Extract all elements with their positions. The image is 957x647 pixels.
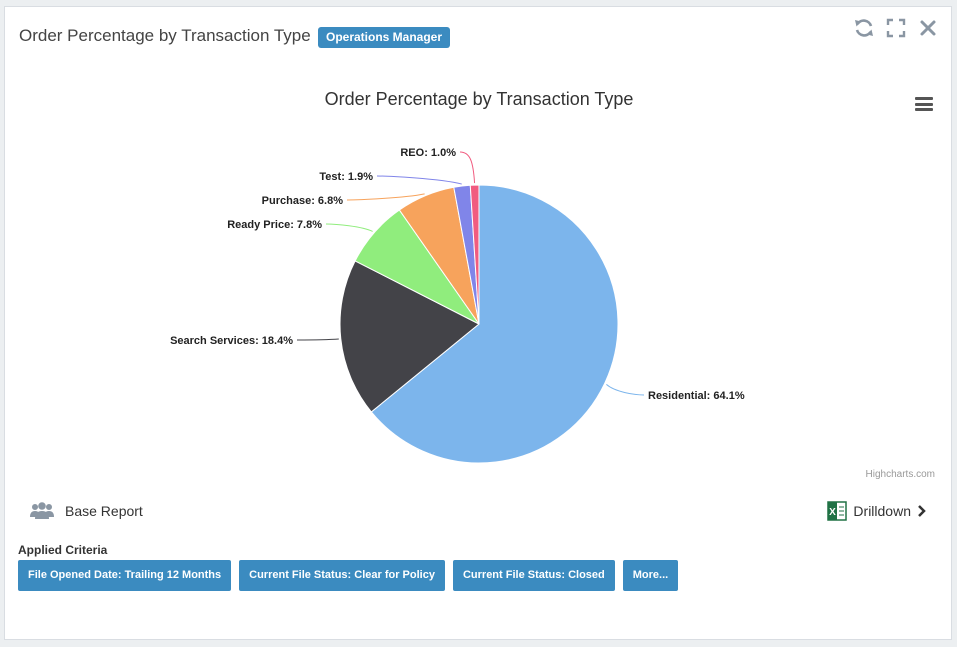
criteria-list: File Opened Date: Trailing 12 Months Cur… — [18, 560, 679, 591]
expand-icon[interactable] — [885, 17, 907, 39]
pie-chart: Residential: 64.1% Search Services: 18.4%… — [170, 147, 745, 464]
pie-slice-search-services[interactable] — [339, 260, 480, 413]
pie-connector-reo — [459, 151, 476, 184]
pie-connector-residential — [606, 384, 645, 396]
pie-connector-purchase — [346, 193, 425, 201]
base-report-label: Base Report — [65, 503, 143, 519]
criteria-more-button[interactable]: More... — [622, 560, 679, 591]
base-report-link[interactable]: Base Report — [29, 502, 143, 520]
chart-title: Order Percentage by Transaction Type — [324, 89, 634, 109]
criteria-chip-opened-date[interactable]: File Opened Date: Trailing 12 Months — [18, 560, 232, 591]
pie-slice-reo[interactable] — [469, 184, 480, 325]
panel-title: Order Percentage by Transaction Type — [19, 26, 311, 45]
chart-credits[interactable]: Highcharts.com — [865, 469, 935, 480]
refresh-icon[interactable] — [853, 17, 875, 39]
drilldown-label: Drilldown — [853, 503, 911, 519]
pie-connector-search-services — [296, 338, 339, 341]
pie-label-reo: REO: 1.0% — [400, 147, 456, 159]
pie-label-purchase: Purchase: 6.8% — [262, 195, 344, 207]
pie-label-test: Test: 1.9% — [319, 171, 373, 183]
pie-label-ready-price: Ready Price: 7.8% — [227, 219, 322, 231]
chevron-right-icon — [918, 505, 926, 517]
close-icon[interactable] — [917, 17, 939, 39]
users-icon — [30, 502, 54, 519]
criteria-chip-clear-for-policy[interactable]: Current File Status: Clear for Policy — [239, 560, 445, 591]
applied-criteria-label: Applied Criteria — [18, 543, 108, 557]
criteria-chip-closed[interactable]: Current File Status: Closed — [452, 560, 615, 591]
pie-slice-residential[interactable] — [370, 184, 619, 464]
drilldown-link[interactable]: X Drilldown — [827, 501, 927, 521]
report-panel: Order Percentage by Transaction Type Ope… — [4, 6, 952, 640]
excel-icon: X — [827, 501, 848, 521]
pie-connector-test — [376, 175, 462, 185]
role-badge: Operations Manager — [318, 27, 451, 48]
pie-connector-ready-price — [325, 223, 373, 232]
pie-label-residential: Residential: 64.1% — [648, 390, 745, 402]
pie-label-search-services: Search Services: 18.4% — [170, 335, 293, 347]
chart-area: Order Percentage by Transaction Type Res… — [5, 77, 953, 487]
svg-text:X: X — [830, 507, 837, 518]
panel-tools — [853, 17, 939, 39]
chart-menu-icon[interactable] — [915, 97, 933, 111]
